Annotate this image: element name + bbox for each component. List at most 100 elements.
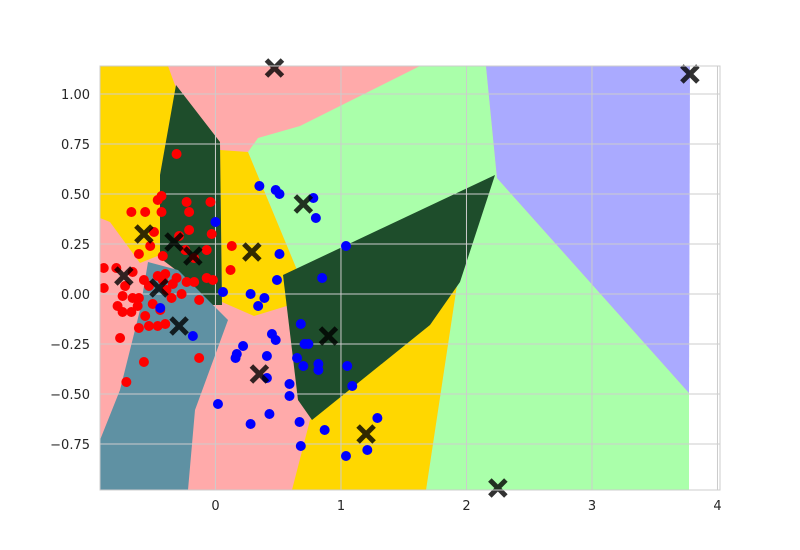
data-point xyxy=(121,377,132,387)
y-tick-label: 0.00 xyxy=(61,288,90,303)
data-point xyxy=(313,365,324,375)
data-point xyxy=(194,353,205,363)
y-tick-label: −0.25 xyxy=(50,338,90,353)
data-point xyxy=(298,361,309,371)
data-point xyxy=(120,281,131,291)
centroid-x-marker xyxy=(264,58,285,78)
y-tick-label: 0.25 xyxy=(61,238,90,253)
data-point xyxy=(217,287,228,297)
data-point xyxy=(184,207,195,217)
data-point xyxy=(140,311,151,321)
data-point xyxy=(308,193,319,203)
data-point xyxy=(194,295,205,305)
data-point xyxy=(245,419,256,429)
data-point xyxy=(295,319,306,329)
data-point xyxy=(319,425,330,435)
data-point xyxy=(340,451,351,461)
x-tick-label: 3 xyxy=(588,499,596,514)
data-point xyxy=(347,381,358,391)
y-tick-label: −0.50 xyxy=(50,388,90,403)
centroid-x-marker xyxy=(169,316,189,336)
data-point xyxy=(117,291,128,301)
data-point xyxy=(147,299,158,309)
data-point xyxy=(210,217,221,227)
data-point xyxy=(145,241,156,251)
data-point xyxy=(143,321,154,331)
centroid-x-marker xyxy=(183,246,203,266)
data-point xyxy=(176,289,187,299)
data-point xyxy=(156,207,167,217)
data-point xyxy=(201,245,212,255)
data-point xyxy=(126,307,137,317)
centroid-x-marker xyxy=(293,194,314,214)
x-tick-label: 0 xyxy=(211,499,219,514)
centroid-x-marker xyxy=(249,364,270,384)
data-point xyxy=(100,263,109,273)
y-tick-label: 0.50 xyxy=(61,188,90,203)
data-point xyxy=(264,409,275,419)
data-point xyxy=(274,189,285,199)
x-axis-ticks: 0 1 2 3 4 xyxy=(211,499,721,514)
data-point xyxy=(166,293,177,303)
x-tick-label: 4 xyxy=(713,499,721,514)
data-point xyxy=(372,413,383,423)
data-point xyxy=(259,293,270,303)
data-point xyxy=(270,335,281,345)
data-point xyxy=(140,207,151,217)
data-point xyxy=(212,399,223,409)
data-point xyxy=(152,321,163,331)
centroid-markers xyxy=(114,58,700,498)
data-point xyxy=(340,241,351,251)
data-point xyxy=(189,277,200,287)
centroid-x-marker xyxy=(318,326,339,346)
y-axis-ticks: 1.00 0.75 0.50 0.25 0.00 −0.25 −0.50 −0.75 xyxy=(50,88,90,453)
y-tick-label: 1.00 xyxy=(61,88,90,103)
data-point xyxy=(133,249,144,259)
centroid-x-marker xyxy=(164,232,184,252)
data-point xyxy=(156,191,167,201)
data-point xyxy=(181,197,192,207)
region-dark-green-center xyxy=(283,175,495,420)
data-point xyxy=(126,207,137,217)
centroid-x-marker xyxy=(242,242,262,262)
data-point xyxy=(295,441,306,451)
data-point xyxy=(261,351,272,361)
data-point xyxy=(115,333,126,343)
region-blank-margin xyxy=(689,66,720,490)
data-point xyxy=(225,265,236,275)
data-point xyxy=(187,331,198,341)
y-tick-label: 0.75 xyxy=(61,138,90,153)
data-point xyxy=(294,417,305,427)
data-point xyxy=(171,149,182,159)
centroid-x-marker xyxy=(680,64,700,84)
data-point xyxy=(205,197,216,207)
data-point xyxy=(292,353,303,363)
y-tick-label: −0.75 xyxy=(50,438,90,453)
data-point xyxy=(226,241,237,251)
data-point xyxy=(284,379,295,389)
data-point xyxy=(310,213,321,223)
scatter-points xyxy=(100,149,383,461)
data-point xyxy=(117,307,128,317)
centroid-x-marker xyxy=(488,478,508,498)
data-point xyxy=(362,445,373,455)
data-point xyxy=(167,279,178,289)
data-point xyxy=(184,225,195,235)
data-point xyxy=(303,339,314,349)
data-point xyxy=(254,181,265,191)
region-steel-blue xyxy=(100,262,228,490)
data-point xyxy=(133,293,144,303)
data-point xyxy=(253,301,264,311)
data-point xyxy=(157,251,168,261)
data-point xyxy=(206,229,217,239)
data-point xyxy=(230,353,241,363)
plot-frame xyxy=(99,65,721,491)
data-point xyxy=(201,273,212,283)
data-point xyxy=(181,277,192,287)
data-point xyxy=(160,319,171,329)
region-yellow-middle xyxy=(220,150,297,316)
data-point xyxy=(100,283,109,293)
data-point xyxy=(132,301,143,311)
region-light-green xyxy=(248,66,689,490)
